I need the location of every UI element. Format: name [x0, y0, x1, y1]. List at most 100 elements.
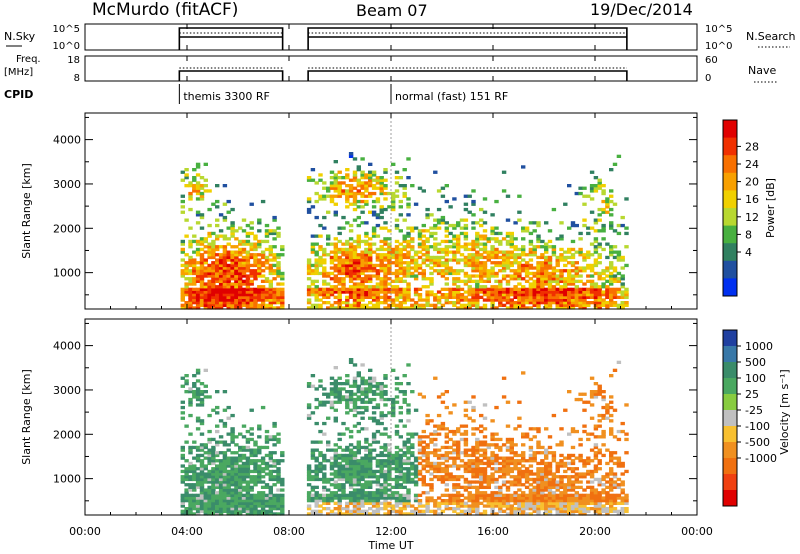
data-cell	[207, 512, 212, 516]
data-cell	[337, 239, 342, 244]
data-cell	[188, 504, 193, 508]
data-cell	[505, 293, 511, 297]
data-cell	[383, 445, 388, 450]
data-cell	[593, 293, 599, 297]
data-cell	[471, 242, 476, 246]
data-cell	[306, 261, 312, 265]
data-cell	[337, 469, 342, 474]
data-cell	[509, 245, 514, 249]
data-cell	[398, 199, 403, 204]
data-cell	[352, 453, 358, 458]
data-cell	[356, 242, 361, 246]
data-cell	[528, 437, 534, 442]
data-cell	[597, 301, 602, 305]
data-cell	[475, 443, 480, 447]
data-cell	[475, 504, 480, 508]
data-cell	[268, 250, 273, 254]
data-cell	[272, 255, 277, 260]
data-cell	[218, 293, 224, 297]
data-cell	[517, 488, 522, 492]
data-cell	[586, 485, 591, 489]
data-cell	[326, 293, 331, 297]
data-cell	[563, 493, 568, 497]
data-cell	[391, 250, 396, 254]
data-cell	[494, 504, 499, 508]
data-cell	[406, 488, 411, 492]
data-cell	[241, 229, 247, 233]
data-cell	[364, 512, 369, 516]
data-cell	[268, 303, 273, 307]
data-cell	[341, 301, 346, 305]
data-cell	[199, 277, 205, 281]
data-cell	[257, 253, 262, 257]
data-cell	[459, 432, 465, 436]
data-cell	[551, 475, 557, 479]
data-cell	[421, 306, 426, 310]
data-cell	[215, 501, 220, 505]
data-cell	[280, 507, 285, 511]
data-cell	[234, 282, 239, 286]
data-cell	[570, 493, 576, 497]
data-cell	[379, 210, 384, 214]
data-cell	[509, 290, 514, 294]
data-cell	[567, 274, 572, 278]
data-cell	[482, 279, 488, 283]
data-cell	[207, 207, 212, 212]
data-cell	[544, 451, 549, 455]
data-cell	[333, 472, 338, 476]
data-cell	[306, 199, 312, 204]
data-cell	[498, 263, 503, 268]
data-cell	[452, 440, 457, 444]
data-cell	[257, 242, 262, 246]
data-cell	[589, 496, 595, 500]
data-cell	[253, 261, 258, 265]
data-cell	[547, 461, 553, 466]
data-cell	[440, 303, 446, 307]
data-cell	[222, 215, 228, 220]
data-cell	[456, 429, 461, 434]
data-cell	[440, 250, 446, 254]
data-cell	[528, 504, 534, 508]
data-cell	[306, 472, 312, 476]
data-cell	[452, 509, 457, 513]
data-cell	[482, 229, 488, 233]
data-cell	[226, 480, 231, 484]
data-cell	[475, 221, 480, 225]
data-cell	[368, 293, 373, 297]
data-cell	[501, 443, 507, 447]
data-cell	[494, 261, 499, 265]
data-cell	[360, 427, 365, 431]
data-cell	[345, 475, 350, 479]
data-cell	[498, 499, 503, 503]
data-cell	[398, 456, 403, 460]
data-cell	[203, 443, 208, 447]
data-cell	[616, 258, 622, 262]
data-cell	[547, 493, 553, 497]
data-cell	[360, 475, 365, 479]
data-cell	[345, 397, 350, 402]
data-cell	[555, 255, 560, 260]
data-cell	[482, 242, 488, 246]
data-cell	[448, 499, 453, 503]
data-cell	[471, 480, 476, 484]
data-cell	[429, 261, 434, 265]
data-cell	[544, 493, 549, 497]
data-cell	[329, 306, 335, 310]
data-cell	[318, 429, 323, 434]
data-cell	[226, 285, 231, 289]
data-cell	[394, 274, 400, 278]
data-cell	[479, 247, 484, 252]
data-cell	[188, 485, 193, 489]
data-cell	[475, 250, 480, 254]
data-cell	[505, 306, 511, 310]
data-cell	[444, 247, 449, 252]
data-cell	[375, 178, 381, 182]
data-cell	[490, 456, 495, 460]
data-cell	[524, 493, 530, 497]
data-cell	[425, 456, 430, 460]
data-cell	[329, 255, 335, 260]
data-cell	[211, 285, 216, 289]
data-cell	[184, 282, 189, 286]
data-cell	[333, 512, 338, 516]
data-cell	[368, 279, 373, 283]
